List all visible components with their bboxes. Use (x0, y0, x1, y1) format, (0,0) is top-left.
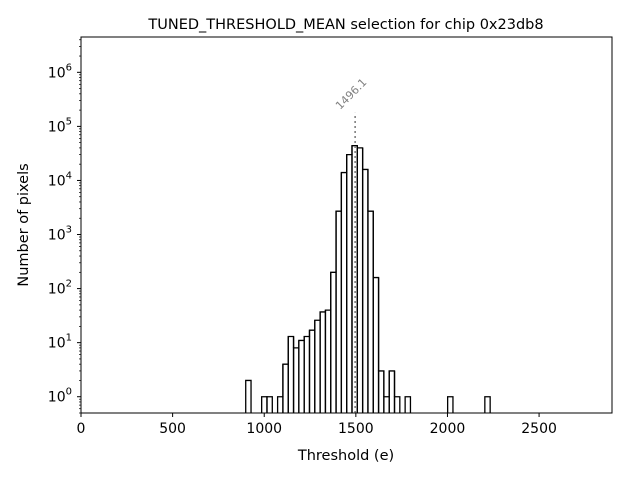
histogram-bin (340, 171, 348, 413)
histogram-bin (319, 311, 327, 413)
histogram-bin (388, 370, 396, 413)
histogram-bin (292, 347, 300, 413)
y-tick-label: 101 (48, 333, 72, 352)
x-axis-label: Threshold (e) (297, 448, 394, 464)
x-tick-label: 1000 (246, 421, 282, 437)
y-tick-label: 100 (48, 387, 72, 406)
histogram-bin (383, 396, 390, 413)
y-tick-label: 105 (48, 116, 72, 135)
histogram-bin (245, 379, 252, 413)
y-axis-label: Number of pixels (16, 163, 32, 286)
histogram-bin (404, 396, 412, 413)
histogram-bin (324, 309, 332, 413)
histogram-bin (266, 396, 273, 413)
histogram-bin (346, 154, 353, 413)
x-tick-label: 500 (159, 421, 186, 437)
plot-frame (80, 36, 613, 414)
histogram-bin (298, 339, 305, 413)
histogram-bin (356, 147, 364, 413)
histogram-bin (446, 396, 454, 413)
histogram-bin (335, 210, 343, 413)
y-tick-label: 104 (48, 170, 72, 189)
histogram-bin (393, 396, 401, 413)
y-tick-label: 103 (48, 225, 72, 244)
histogram-bin (377, 370, 385, 413)
y-tick-label: 102 (48, 279, 72, 298)
chart-title: TUNED_THRESHOLD_MEAN selection for chip … (147, 17, 543, 33)
x-tick-label: 2000 (430, 421, 466, 437)
histogram-bin (276, 396, 284, 413)
histogram-bin (282, 363, 289, 413)
threshold-marker-label: 1496.1 (333, 76, 369, 112)
histogram-bin (367, 210, 374, 413)
histogram-bin (308, 329, 316, 413)
histogram-bin (287, 335, 295, 413)
x-tick-label: 0 (77, 421, 86, 437)
histogram-bin (261, 396, 268, 413)
x-tick-label: 2500 (521, 421, 557, 437)
histogram-bin (330, 271, 337, 413)
histogram-bin (372, 276, 380, 413)
histogram-bin (314, 319, 321, 413)
y-tick-label: 106 (48, 62, 72, 81)
histogram-bin (361, 168, 369, 413)
x-tick-label: 1500 (338, 421, 374, 437)
histogram-bin (303, 335, 311, 413)
histogram-bin (484, 396, 491, 413)
